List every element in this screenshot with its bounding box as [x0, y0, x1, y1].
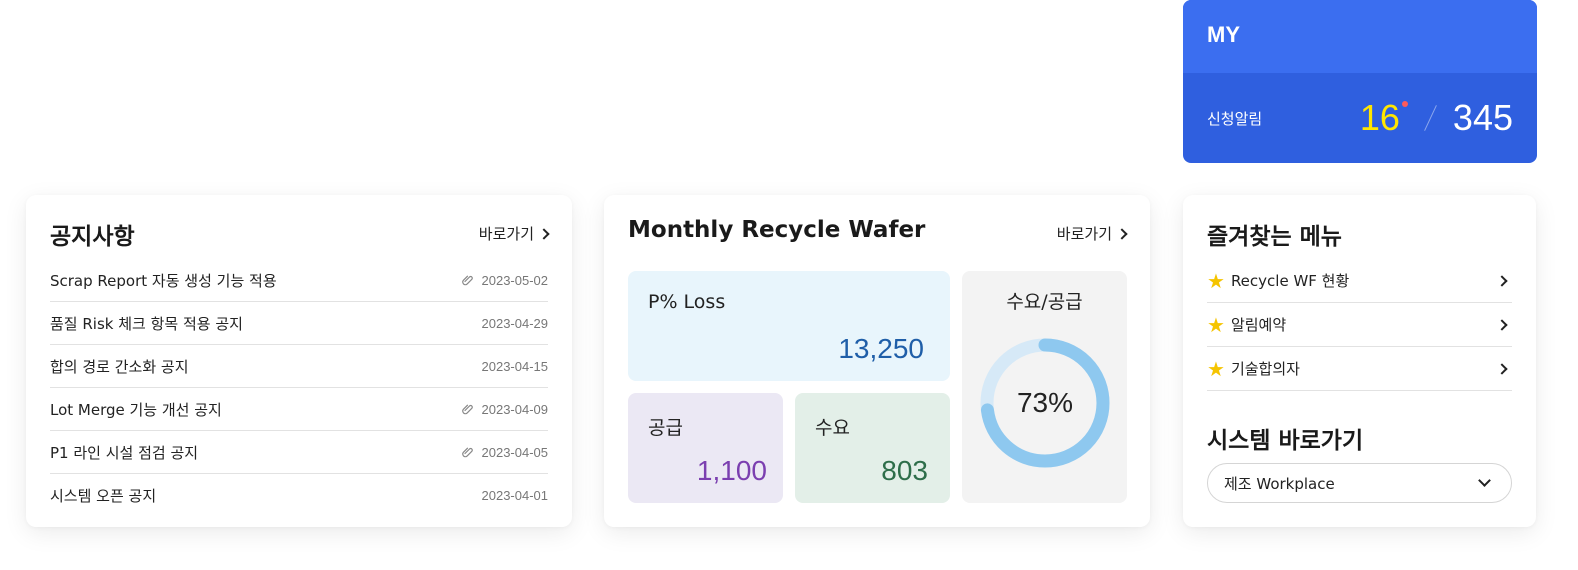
favorite-item-label: 알림예약 — [1230, 316, 1287, 334]
favorite-item-label: Recycle WF 현황 — [1230, 272, 1350, 290]
demand-value: 803 — [881, 455, 928, 486]
supply-tile: 공급 1,100 — [628, 393, 783, 503]
favorites-title: 즐겨찾는 메뉴 — [1207, 224, 1342, 250]
donut-progress-arc — [980, 338, 1110, 468]
notice-row[interactable]: 품질 Risk 체크 항목 적용 공지 2023-04-29 — [50, 302, 548, 345]
notice-row[interactable]: 시스템 오픈 공지 2023-04-01 — [50, 474, 548, 517]
notice-item-date: 2023-05-02 — [481, 272, 549, 288]
notice-goto-label: 바로가기 — [478, 225, 534, 243]
notice-item-title: 합의 경로 간소화 공지 — [50, 357, 189, 376]
total-notification-count[interactable]: 345 — [1452, 97, 1513, 138]
notice-item-title: Scrap Report 자동 생성 기능 적용 — [50, 271, 277, 290]
star-icon: ★ — [1207, 356, 1225, 381]
notice-item-date: 2023-04-05 — [481, 444, 549, 460]
loss-value: 13,250 — [838, 333, 924, 364]
notice-card: 공지사항 바로가기 Scrap Report 자동 생성 기능 적용 2023-0… — [26, 195, 572, 527]
chevron-right-icon — [1496, 318, 1508, 331]
supply-label: 공급 — [648, 417, 683, 439]
count-separator — [1424, 105, 1437, 131]
chevron-down-icon — [1478, 474, 1491, 487]
ratio-percent: 73% — [1016, 387, 1074, 418]
notice-row[interactable]: P1 라인 시설 점검 공지 2023-04-05 — [50, 431, 548, 474]
paperclip-icon — [461, 404, 473, 415]
chevron-right-icon — [1116, 227, 1128, 240]
ratio-donut-chart — [980, 338, 1110, 468]
loss-label: P% Loss — [648, 291, 726, 313]
system-shortcut-title: 시스템 바로가기 — [1207, 428, 1364, 454]
system-select[interactable]: 제조 Workplace — [1207, 463, 1512, 503]
favorites-card: 즐겨찾는 메뉴 ★ Recycle WF 현황 ★ 알림예약 ★ 기술합의자 시스템 바로… — [1183, 195, 1536, 527]
notice-list: Scrap Report 자동 생성 기능 적용 2023-05-02 품질 Ris… — [50, 259, 548, 517]
recycle-title: Monthly Recycle Wafer — [628, 217, 926, 243]
notice-item-title: Lot Merge 기능 개선 공지 — [50, 400, 222, 419]
star-icon: ★ — [1207, 312, 1225, 337]
recycle-goto-link[interactable]: 바로가기 — [1056, 223, 1128, 244]
loss-tile: P% Loss 13,250 — [628, 271, 950, 381]
chevron-right-icon — [1496, 362, 1508, 375]
notification-counts: 16 345 — [1360, 97, 1513, 139]
favorites-list: ★ Recycle WF 현황 ★ 알림예약 ★ 기술합의자 — [1207, 259, 1512, 391]
new-count-value: 16 — [1359, 97, 1400, 138]
my-notification-row[interactable]: 신청알림 16 345 — [1183, 73, 1537, 163]
my-title: MY — [1183, 0, 1537, 73]
ratio-label: 수요/공급 — [1006, 291, 1083, 313]
paperclip-icon — [461, 275, 473, 286]
favorite-item-label: 기술합의자 — [1230, 360, 1300, 378]
notice-item-title: 품질 Risk 체크 항목 적용 공지 — [50, 314, 243, 333]
system-select-value: 제조 Workplace — [1224, 474, 1335, 493]
demand-tile: 수요 803 — [795, 393, 950, 503]
notice-row[interactable]: 합의 경로 간소화 공지 2023-04-15 — [50, 345, 548, 388]
notice-row[interactable]: Lot Merge 기능 개선 공지 2023-04-09 — [50, 388, 548, 431]
notice-item-date: 2023-04-29 — [481, 315, 549, 331]
notice-item-date: 2023-04-15 — [481, 358, 549, 374]
supply-value: 1,100 — [696, 455, 767, 486]
notice-item-title: P1 라인 시설 점검 공지 — [50, 443, 199, 462]
favorite-item[interactable]: ★ Recycle WF 현황 — [1207, 259, 1512, 303]
new-notification-count[interactable]: 16 — [1359, 97, 1408, 139]
notice-item-date: 2023-04-09 — [481, 401, 549, 417]
favorite-item[interactable]: ★ 기술합의자 — [1207, 347, 1512, 391]
star-icon: ★ — [1207, 268, 1225, 293]
favorite-item[interactable]: ★ 알림예약 — [1207, 303, 1512, 347]
paperclip-icon — [461, 447, 473, 458]
notification-label: 신청알림 — [1207, 109, 1263, 128]
new-indicator-dot — [1401, 101, 1408, 107]
my-card: MY 신청알림 16 345 — [1183, 0, 1537, 163]
notice-item-title: 시스템 오픈 공지 — [50, 487, 157, 505]
notice-title: 공지사항 — [50, 224, 135, 250]
notice-row[interactable]: Scrap Report 자동 생성 기능 적용 2023-05-02 — [50, 259, 548, 302]
notice-item-date: 2023-04-01 — [481, 488, 549, 503]
ratio-tile: 수요/공급 73% — [962, 271, 1127, 503]
chevron-right-icon — [538, 227, 550, 240]
notice-goto-link[interactable]: 바로가기 — [478, 223, 550, 244]
recycle-goto-label: 바로가기 — [1056, 225, 1112, 243]
chevron-right-icon — [1496, 274, 1508, 287]
recycle-wafer-card: Monthly Recycle Wafer 바로가기 P% Loss 13,25… — [604, 195, 1150, 527]
demand-label: 수요 — [815, 417, 850, 439]
